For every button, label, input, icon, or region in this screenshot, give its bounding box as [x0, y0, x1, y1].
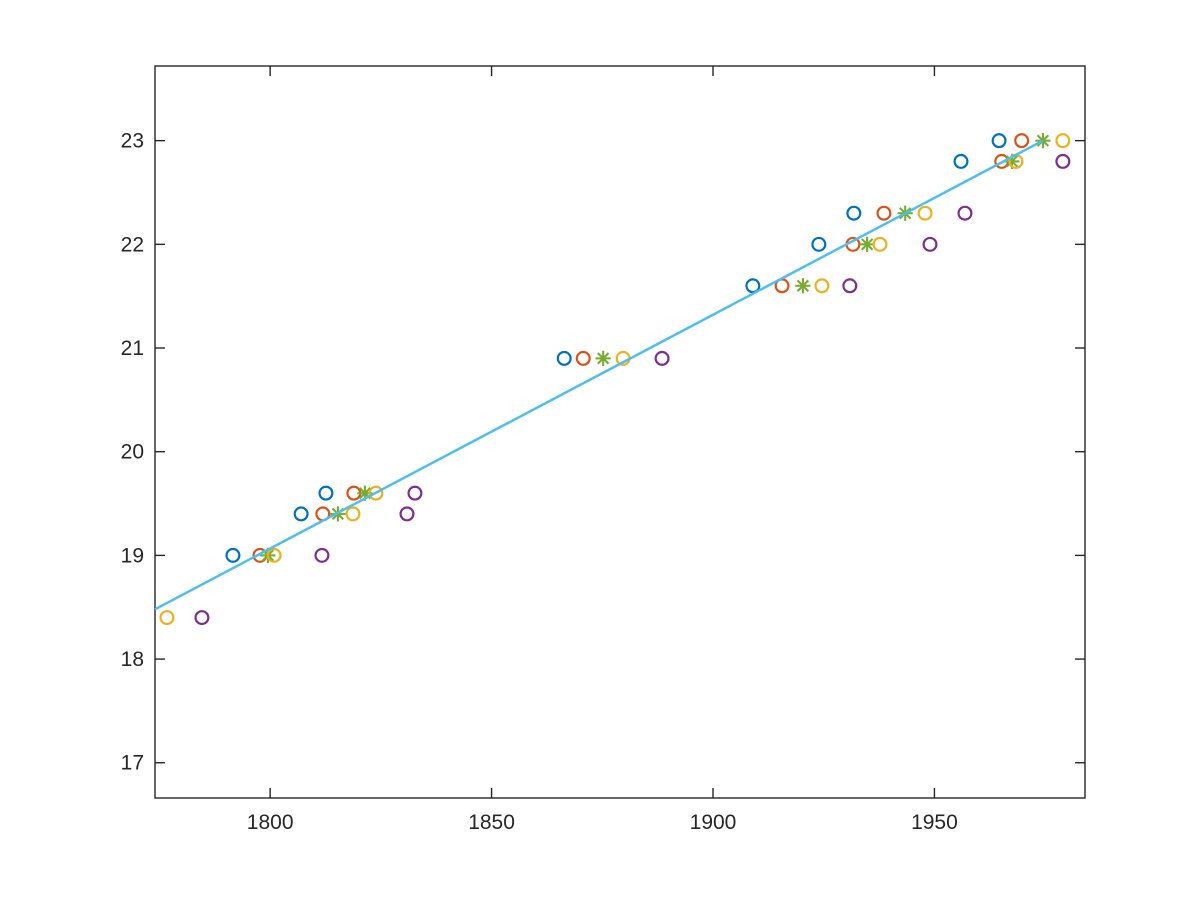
y-tick-label: 17	[121, 752, 144, 775]
asterisk-stroke	[358, 487, 372, 500]
series-1-blue-circles-marker	[225, 547, 241, 563]
series-5-purple-circles-marker	[922, 236, 938, 252]
y-tick-label: 21	[121, 337, 144, 360]
series-5-purple-circles-marker	[194, 610, 210, 626]
series-1-blue-circles-marker	[556, 350, 572, 366]
series-1-blue-circles-marker	[846, 205, 862, 221]
series-1-blue-circles-marker	[991, 133, 1007, 149]
series-4-yellow-circles-marker	[872, 236, 888, 252]
series-3-green-asterisks-marker	[595, 350, 611, 366]
series-1-blue-circles-marker	[811, 236, 827, 252]
series-1-blue-circles-marker	[953, 153, 969, 169]
series-4-yellow-circles-marker	[1055, 133, 1071, 149]
series-3-green-asterisks-marker	[1035, 133, 1051, 149]
series-5-purple-circles-marker	[314, 547, 330, 563]
x-tick-label: 1850	[468, 811, 515, 834]
series-1-blue-circles-marker	[745, 278, 761, 294]
series-5-purple-circles-marker	[842, 278, 858, 294]
series-4-yellow-circles-marker	[814, 278, 830, 294]
series-5-purple-circles-marker	[654, 350, 670, 366]
series-2-orange-circles-marker	[1014, 133, 1030, 149]
x-tick-label: 1900	[690, 811, 737, 834]
series-5-purple-circles-marker	[1055, 153, 1071, 169]
series-4-yellow-circles-marker	[917, 205, 933, 221]
series-2-orange-circles-marker	[575, 350, 591, 366]
y-tick-label: 22	[121, 233, 144, 256]
y-tick-label: 19	[121, 544, 144, 567]
series-5-purple-circles-marker	[957, 205, 973, 221]
y-tick-label: 20	[121, 441, 144, 464]
asterisk-stroke	[1036, 134, 1050, 147]
series-1-blue-circles-marker	[318, 485, 334, 501]
asterisk-stroke	[1005, 155, 1019, 168]
y-tick-label: 18	[121, 648, 144, 671]
series-2-orange-circles-marker	[876, 205, 892, 221]
fit-line	[154, 139, 1044, 611]
x-tick-label: 1950	[911, 811, 958, 834]
series-4-yellow-circles-marker	[159, 610, 175, 626]
series-5-purple-circles-marker	[399, 506, 415, 522]
series-5-purple-circles-marker	[407, 485, 423, 501]
series-3-green-asterisks-marker	[795, 278, 811, 294]
asterisk-stroke	[597, 352, 610, 365]
series-4-yellow-circles-marker	[368, 485, 384, 501]
asterisk-stroke	[860, 238, 874, 251]
axes-box	[154, 65, 1086, 799]
x-tick-label: 1800	[247, 811, 294, 834]
series-4-yellow-circles-marker	[345, 506, 361, 522]
series-4-yellow-circles-marker	[266, 547, 282, 563]
series-3-green-asterisks-marker	[859, 236, 875, 252]
asterisk-stroke	[796, 279, 810, 292]
series-1-blue-circles-marker	[293, 506, 309, 522]
y-tick-label: 23	[121, 130, 144, 153]
